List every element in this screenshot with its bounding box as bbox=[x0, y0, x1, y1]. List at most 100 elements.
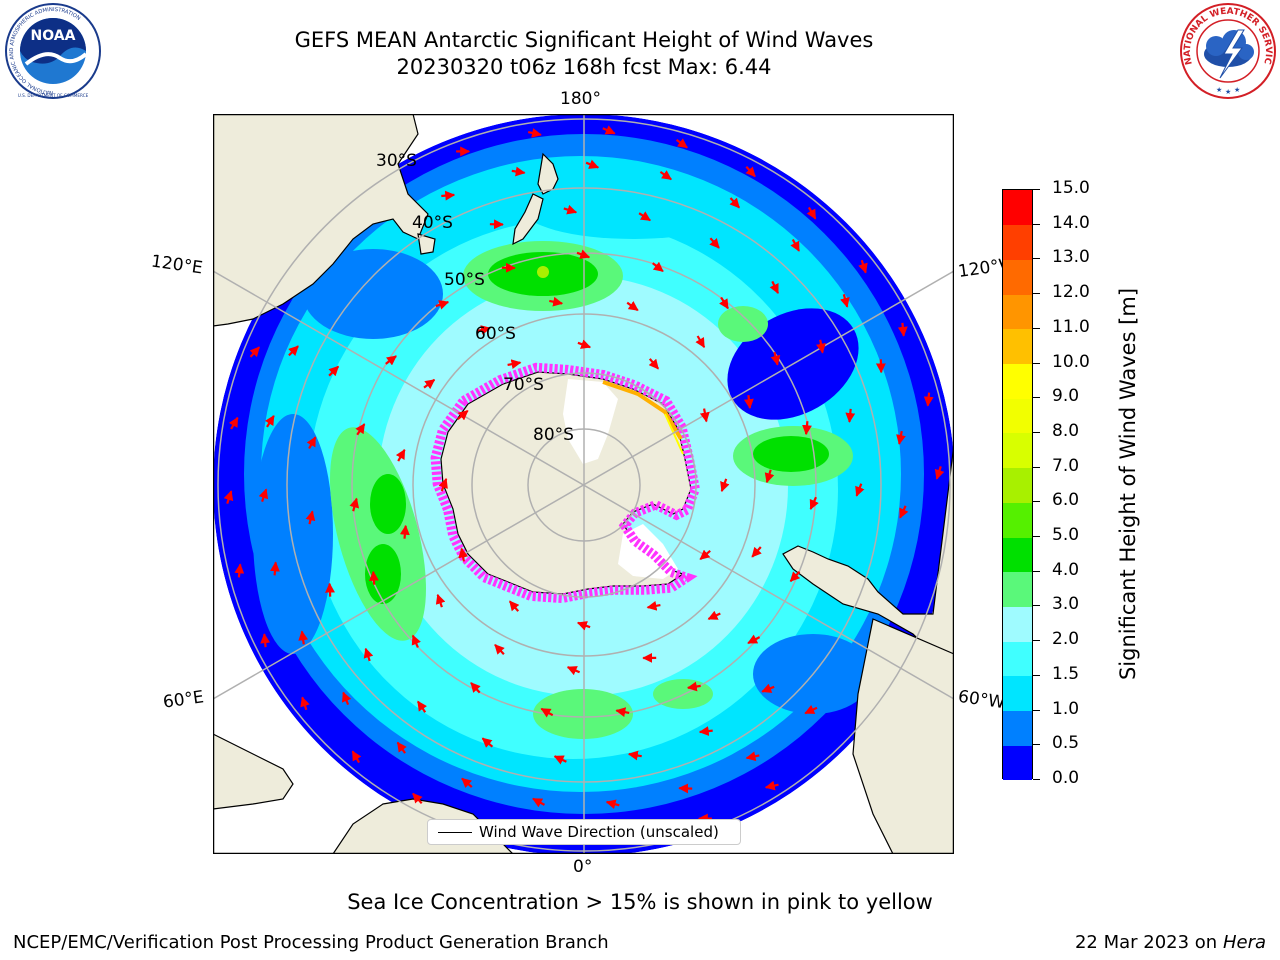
lat-label-40s: 40°S bbox=[412, 213, 453, 233]
colorbar-tick bbox=[1033, 189, 1040, 190]
wave-direction-arrow bbox=[566, 666, 581, 676]
wave-direction-arrow bbox=[540, 707, 554, 718]
wave-direction-arrow bbox=[395, 448, 406, 462]
wave-direction-arrow bbox=[899, 505, 909, 519]
wave-direction-arrow bbox=[385, 355, 397, 366]
figure-subtitle: 20230320 t06z 168h fcst Max: 6.44 bbox=[396, 55, 772, 79]
lon-label-60w: 60°W bbox=[956, 686, 1007, 714]
colorbar-tick-label: 1.5 bbox=[1052, 663, 1080, 684]
colorbar-tick bbox=[1033, 362, 1040, 364]
wave-direction-arrow bbox=[699, 408, 710, 423]
svg-text:★: ★ bbox=[1216, 86, 1222, 94]
lon-label-120e: 120°E bbox=[149, 251, 204, 279]
colorbar-segment bbox=[1003, 502, 1032, 538]
wave-direction-arrow bbox=[707, 610, 721, 620]
colorbar-segment bbox=[1003, 571, 1032, 607]
colorbar-segment bbox=[1003, 328, 1032, 365]
wave-direction-arrow bbox=[845, 408, 856, 423]
wave-direction-arrow bbox=[747, 634, 761, 645]
wave-direction-arrow bbox=[441, 190, 456, 201]
wave-direction-arrow bbox=[761, 683, 775, 693]
wave-direction-arrow bbox=[508, 600, 520, 612]
run-system: Hera bbox=[1222, 932, 1266, 953]
wave-direction-arrow bbox=[258, 488, 269, 502]
map-legend: Wind Wave Direction (unscaled) bbox=[427, 819, 741, 845]
colorbar-segment bbox=[1003, 467, 1032, 503]
colorbar-tick bbox=[1033, 536, 1040, 538]
lat-label-70s: 70°S bbox=[503, 375, 544, 395]
colorbar bbox=[1002, 189, 1033, 781]
wave-direction-arrow bbox=[461, 777, 473, 789]
wave-direction-arrow bbox=[553, 755, 567, 765]
wave-direction-arrow bbox=[745, 165, 756, 178]
lat-label-60s: 60°S bbox=[475, 324, 516, 344]
wave-direction-arrow bbox=[743, 394, 754, 409]
colorbar-tick bbox=[1033, 431, 1040, 433]
colorbar-tick bbox=[1033, 570, 1040, 572]
wave-direction-arrow bbox=[532, 797, 546, 808]
sea-ice-edge bbox=[430, 362, 701, 604]
colorbar-tick bbox=[1033, 640, 1040, 642]
colorbar-segment bbox=[1003, 190, 1032, 226]
wave-direction-arrow bbox=[577, 339, 592, 349]
colorbar-tick bbox=[1033, 744, 1040, 746]
wave-direction-arrow bbox=[288, 345, 299, 357]
colorbar-segment bbox=[1003, 363, 1032, 399]
noaa-logo: NOAA NATIONAL OCEANIC AND ATMOSPHERIC AD… bbox=[5, 3, 101, 99]
wind-wave-arrows bbox=[223, 125, 945, 845]
colorbar-tick-label: 4.0 bbox=[1052, 559, 1080, 580]
colorbar-tick-label: 12.0 bbox=[1052, 282, 1090, 303]
wave-direction-arrow bbox=[228, 416, 239, 430]
wave-direction-arrow bbox=[934, 466, 945, 480]
wave-direction-arrow bbox=[260, 633, 271, 648]
wave-direction-arrow bbox=[638, 211, 651, 222]
wave-direction-arrow bbox=[458, 547, 469, 562]
colorbar-segment bbox=[1003, 398, 1032, 434]
lon-label-60e: 60°E bbox=[161, 687, 206, 713]
wave-direction-arrow bbox=[840, 294, 850, 308]
polar-map bbox=[213, 114, 954, 854]
wave-direction-arrow bbox=[698, 726, 713, 736]
wave-direction-arrow bbox=[341, 691, 352, 706]
land bbox=[213, 114, 954, 854]
wave-direction-arrow bbox=[438, 477, 448, 492]
wave-direction-arrow bbox=[855, 483, 865, 497]
wave-direction-arrow bbox=[270, 561, 280, 576]
wave-direction-arrow bbox=[790, 238, 800, 252]
wave-direction-arrow bbox=[396, 741, 407, 754]
colorbar-tick-label: 6.0 bbox=[1052, 490, 1080, 511]
noaa-bottom-text: U.S. DEPARTMENT OF COMMERCE bbox=[18, 93, 89, 98]
svg-text:★: ★ bbox=[1234, 86, 1240, 94]
wave-direction-arrow bbox=[648, 358, 660, 370]
wave-direction-arrow bbox=[804, 704, 818, 715]
wave-direction-arrow bbox=[411, 634, 421, 648]
wave-direction-arrow bbox=[719, 296, 729, 310]
wave-direction-arrow bbox=[764, 469, 775, 484]
wave-direction-arrow bbox=[527, 128, 542, 138]
wave-direction-arrow bbox=[563, 204, 578, 215]
colorbar-tick bbox=[1033, 709, 1040, 711]
wave-direction-arrow bbox=[709, 237, 720, 249]
wave-direction-arrow bbox=[457, 409, 469, 421]
colorbar-label: Significant Height of Wind Waves [m] bbox=[1116, 287, 1140, 681]
colorbar-tick-label: 10.0 bbox=[1052, 351, 1090, 372]
wave-direction-arrow bbox=[298, 630, 309, 645]
wave-direction-arrow bbox=[363, 647, 374, 662]
colorbar-tick-label: 1.0 bbox=[1052, 698, 1080, 719]
wave-direction-arrow bbox=[351, 750, 362, 764]
wave-direction-arrow bbox=[770, 351, 781, 366]
wave-direction-arrow bbox=[435, 593, 446, 608]
nws-logo: NATIONAL WEATHER SERVICE ★★★ bbox=[1178, 2, 1276, 99]
wave-direction-arrow bbox=[325, 582, 335, 597]
wave-direction-arrow bbox=[764, 780, 779, 791]
colorbar-tick bbox=[1033, 223, 1040, 225]
colorbar-tick-label: 0.0 bbox=[1052, 768, 1080, 788]
wave-direction-arrow bbox=[626, 301, 639, 312]
wave-direction-arrow bbox=[494, 644, 505, 656]
colorbar-tick bbox=[1033, 397, 1040, 399]
colorbar-segment bbox=[1003, 675, 1032, 712]
colorbar-tick-label: 13.0 bbox=[1052, 247, 1090, 268]
colorbar-tick-label: 0.5 bbox=[1052, 733, 1080, 754]
wave-direction-arrow bbox=[699, 549, 711, 561]
colorbar-tick bbox=[1033, 501, 1040, 503]
